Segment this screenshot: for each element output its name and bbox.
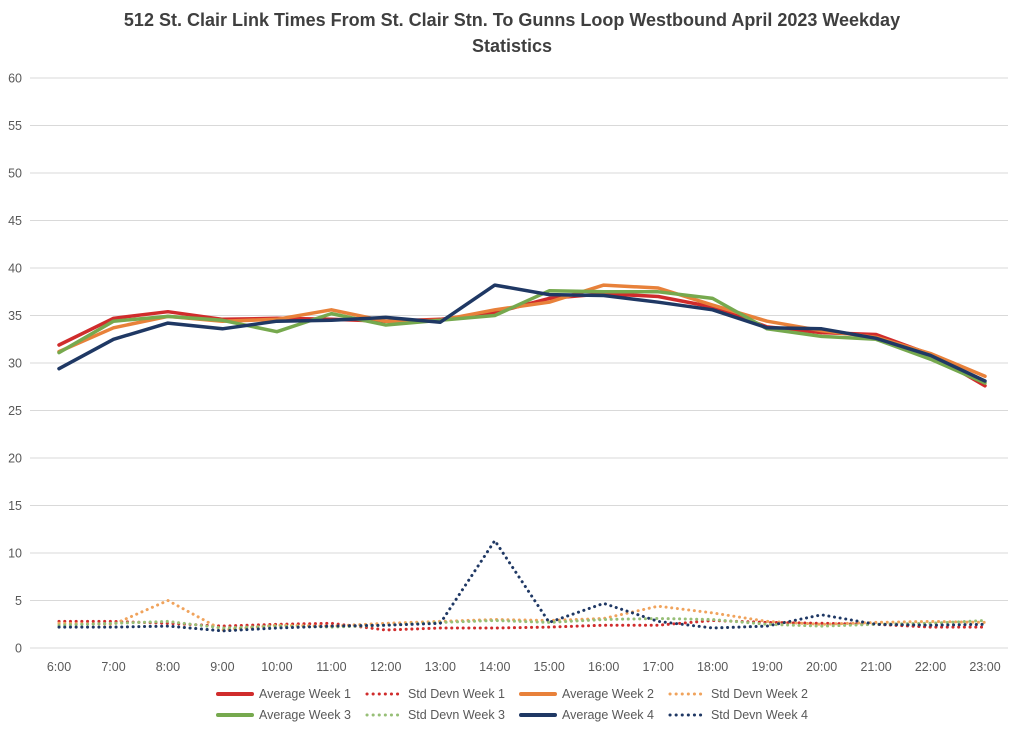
- series-line-std-devn-week-4: [57, 539, 987, 633]
- x-tick-label: 11:00: [316, 660, 346, 674]
- y-tick-label: 50: [8, 166, 22, 180]
- x-tick-label: 21:00: [860, 660, 891, 674]
- x-tick-label: 7:00: [101, 660, 125, 674]
- legend-label: Std Devn Week 1: [407, 687, 505, 701]
- x-tick-label: 18:00: [697, 660, 728, 674]
- y-tick-label: 20: [8, 451, 22, 465]
- legend-item-average-week-3: Average Week 3: [215, 708, 351, 722]
- legend-label: Average Week 4: [562, 708, 654, 722]
- x-tick-label: 10:00: [261, 660, 292, 674]
- y-tick-label: 15: [8, 499, 22, 513]
- legend-label: Std Devn Week 4: [710, 708, 809, 722]
- dotted-line-swatch: [365, 713, 403, 717]
- y-tick-label: 45: [8, 214, 22, 228]
- series-line-std-devn-week-2: [57, 599, 987, 632]
- series-line-std-devn-week-3: [57, 617, 987, 630]
- x-tick-label: 16:00: [588, 660, 619, 674]
- legend-row: Average Week 3 Std Devn Week 3 Average Wee…: [215, 708, 808, 722]
- x-tick-label: 13:00: [425, 660, 456, 674]
- x-tick-label: 22:00: [915, 660, 946, 674]
- solid-line-swatch: [519, 713, 557, 717]
- legend-item-std-devn-week-4: Std Devn Week 4: [668, 708, 808, 722]
- solid-line-swatch: [519, 692, 557, 696]
- legend-label: Std Devn Week 2: [710, 687, 809, 701]
- legend-item-average-week-2: Average Week 2: [519, 687, 654, 701]
- x-tick-label: 20:00: [806, 660, 837, 674]
- x-tick-label: 14:00: [479, 660, 510, 674]
- x-tick-label: 9:00: [210, 660, 234, 674]
- legend-item-std-devn-week-3: Std Devn Week 3: [365, 708, 505, 722]
- x-tick-label: 17:00: [643, 660, 674, 674]
- y-tick-label: 55: [8, 119, 22, 133]
- legend-label: Average Week 3: [258, 708, 351, 722]
- dotted-line-swatch: [668, 713, 706, 717]
- y-tick-label: 40: [8, 261, 22, 275]
- y-tick-label: 35: [8, 309, 22, 323]
- series-line-average-week-3: [57, 289, 987, 385]
- legend-label: Std Devn Week 3: [407, 708, 505, 722]
- y-tick-label: 60: [8, 71, 22, 85]
- solid-line-swatch: [215, 713, 254, 717]
- legend-item-average-week-4: Average Week 4: [519, 708, 654, 722]
- y-tick-label: 10: [8, 546, 22, 560]
- x-tick-label: 23:00: [969, 660, 1000, 674]
- y-tick-label: 0: [15, 641, 22, 655]
- x-tick-label: 6:00: [47, 660, 71, 674]
- x-tick-label: 8:00: [156, 660, 180, 674]
- legend-label: Average Week 2: [562, 687, 654, 701]
- legend-row: Average Week 1 Std Devn Week 1 Average Wee…: [215, 687, 808, 701]
- chart-legend: Average Week 1 Std Devn Week 1 Average Wee…: [0, 687, 1024, 722]
- x-tick-label: 15:00: [534, 660, 565, 674]
- legend-item-std-devn-week-2: Std Devn Week 2: [668, 687, 808, 701]
- x-tick-label: 19:00: [751, 660, 782, 674]
- solid-line-swatch: [215, 692, 254, 696]
- dotted-line-swatch: [668, 692, 706, 696]
- series-line-average-week-4: [57, 283, 987, 383]
- legend-item-std-devn-week-1: Std Devn Week 1: [365, 687, 505, 701]
- y-tick-label: 5: [15, 594, 22, 608]
- y-tick-label: 25: [8, 404, 22, 418]
- chart-title: 512 St. Clair Link Times From St. Clair …: [123, 10, 901, 56]
- x-tick-label: 12:00: [370, 660, 401, 674]
- legend-label: Average Week 1: [258, 687, 351, 701]
- legend-item-average-week-1: Average Week 1: [215, 687, 351, 701]
- y-tick-label: 30: [8, 356, 22, 370]
- dotted-line-swatch: [365, 692, 403, 696]
